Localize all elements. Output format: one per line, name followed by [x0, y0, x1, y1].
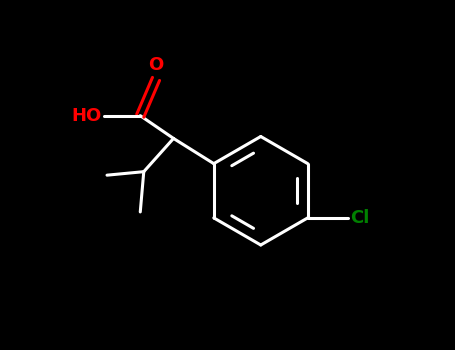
Text: Cl: Cl	[350, 209, 369, 227]
Text: HO: HO	[71, 107, 102, 125]
Text: O: O	[148, 56, 164, 74]
